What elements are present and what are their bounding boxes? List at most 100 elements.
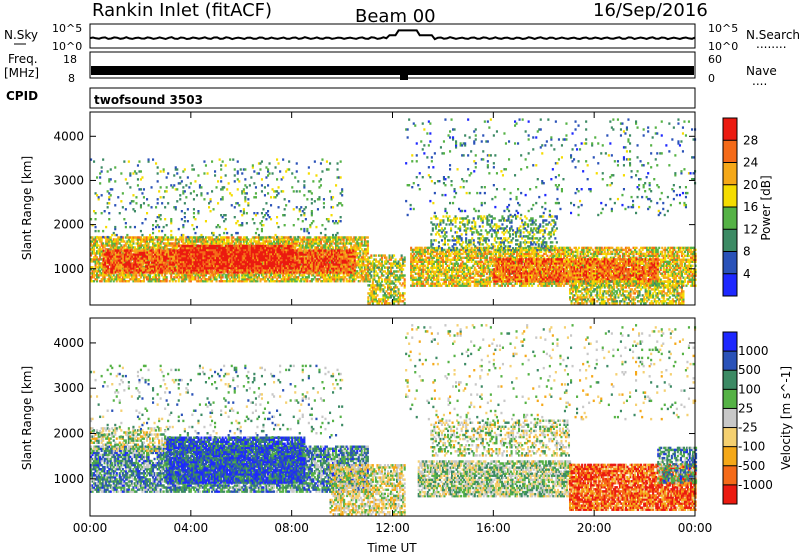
nave-tick-bottom: 0 — [708, 72, 715, 85]
range-time-cell — [120, 274, 123, 277]
range-time-cell — [188, 240, 191, 243]
range-time-cell — [197, 240, 200, 243]
date-title: 16/Sep/2016 — [593, 0, 708, 21]
range-time-cell — [144, 242, 147, 245]
range-time-cell — [108, 240, 111, 243]
range-time-cell — [224, 276, 227, 279]
range-time-cell — [136, 238, 140, 241]
range-time-cell — [297, 278, 300, 281]
range-time-cell — [211, 274, 214, 277]
range-time-cell — [232, 276, 235, 279]
range-time-cell — [235, 242, 238, 245]
range-time-cell — [162, 276, 165, 279]
range-time-cell — [301, 274, 304, 277]
range-time-cell — [310, 242, 313, 245]
range-time-cell — [253, 278, 256, 281]
range-time-cell — [93, 240, 96, 243]
range-time-cell — [121, 236, 124, 239]
range-time-cell — [135, 274, 138, 277]
range-time-cell — [132, 236, 135, 239]
range-time-cell — [117, 242, 120, 245]
range-time-cell — [142, 274, 146, 277]
range-time-cell — [139, 280, 143, 283]
range-time-cell — [215, 280, 218, 283]
range-time-cell — [283, 280, 286, 283]
range-time-cell — [306, 244, 309, 247]
range-time-cell — [312, 272, 315, 275]
range-time-cell — [121, 240, 124, 243]
range-time-cell — [120, 280, 123, 283]
range-time-cell — [300, 280, 303, 283]
range-time-cell — [198, 240, 202, 243]
range-time-cell — [149, 278, 152, 281]
range-time-cell — [232, 274, 235, 277]
range-time-cell — [168, 242, 171, 245]
range-time-cell — [220, 278, 223, 281]
range-time-cell — [127, 240, 130, 243]
range-time-cell — [118, 248, 121, 251]
range-time-cell — [321, 280, 324, 283]
range-time-cell — [215, 240, 218, 243]
range-time-cell — [342, 236, 345, 239]
range-time-cell — [344, 248, 347, 251]
range-time-cell — [174, 236, 177, 239]
range-time-cell — [338, 246, 341, 249]
range-time-cell — [91, 240, 94, 243]
range-time-cell — [206, 236, 209, 239]
range-time-cell — [108, 272, 111, 275]
range-time-cell — [257, 238, 261, 241]
range-time-cell — [263, 276, 267, 279]
range-time-cell — [183, 274, 186, 277]
range-time-cell — [285, 280, 288, 283]
range-time-cell — [197, 274, 200, 277]
range-time-cell — [217, 274, 220, 277]
range-time-cell — [91, 272, 94, 275]
range-time-cell — [338, 242, 341, 245]
range-time-cell — [348, 248, 351, 251]
range-time-cell — [338, 238, 341, 241]
range-time-cell — [123, 244, 126, 247]
range-time-cell — [165, 276, 168, 279]
range-time-cell — [230, 280, 233, 283]
range-time-cell — [159, 238, 162, 241]
range-time-cell — [300, 278, 303, 281]
range-time-cell — [97, 236, 100, 239]
range-time-cell — [114, 248, 117, 251]
range-time-cell — [341, 246, 344, 249]
range-time-cell — [130, 274, 133, 277]
range-time-cell — [138, 274, 141, 277]
range-time-cell — [335, 240, 338, 243]
range-time-cell — [99, 262, 102, 265]
range-time-cell — [183, 242, 186, 245]
range-time-cell — [129, 246, 132, 249]
range-time-cell — [156, 280, 159, 283]
range-time-cell — [307, 242, 310, 245]
range-time-cell — [321, 244, 324, 247]
range-time-cell — [96, 252, 99, 255]
range-time-cell — [350, 274, 353, 277]
range-time-cell — [348, 276, 351, 279]
range-time-cell — [318, 240, 321, 243]
range-time-cell — [325, 278, 329, 281]
range-time-cell — [297, 276, 300, 279]
range-time-cell — [194, 236, 197, 239]
range-time-cell — [111, 278, 114, 281]
range-time-cell — [336, 278, 339, 281]
range-time-cell — [209, 278, 212, 281]
range-time-cell — [170, 244, 173, 247]
range-time-cell — [155, 280, 158, 283]
range-time-cell — [90, 236, 93, 239]
range-time-cell — [263, 278, 267, 281]
range-time-cell — [206, 280, 209, 283]
range-time-cell — [239, 236, 242, 239]
range-time-cell — [211, 238, 214, 241]
range-time-cell — [147, 278, 150, 281]
range-time-cell — [212, 240, 215, 243]
range-time-cell — [244, 236, 247, 239]
range-time-cell — [100, 264, 103, 267]
range-time-cell — [220, 240, 223, 243]
range-time-cell — [212, 242, 215, 245]
range-time-cell — [91, 238, 94, 241]
range-time-cell — [229, 274, 232, 277]
range-time-cell — [280, 246, 283, 249]
